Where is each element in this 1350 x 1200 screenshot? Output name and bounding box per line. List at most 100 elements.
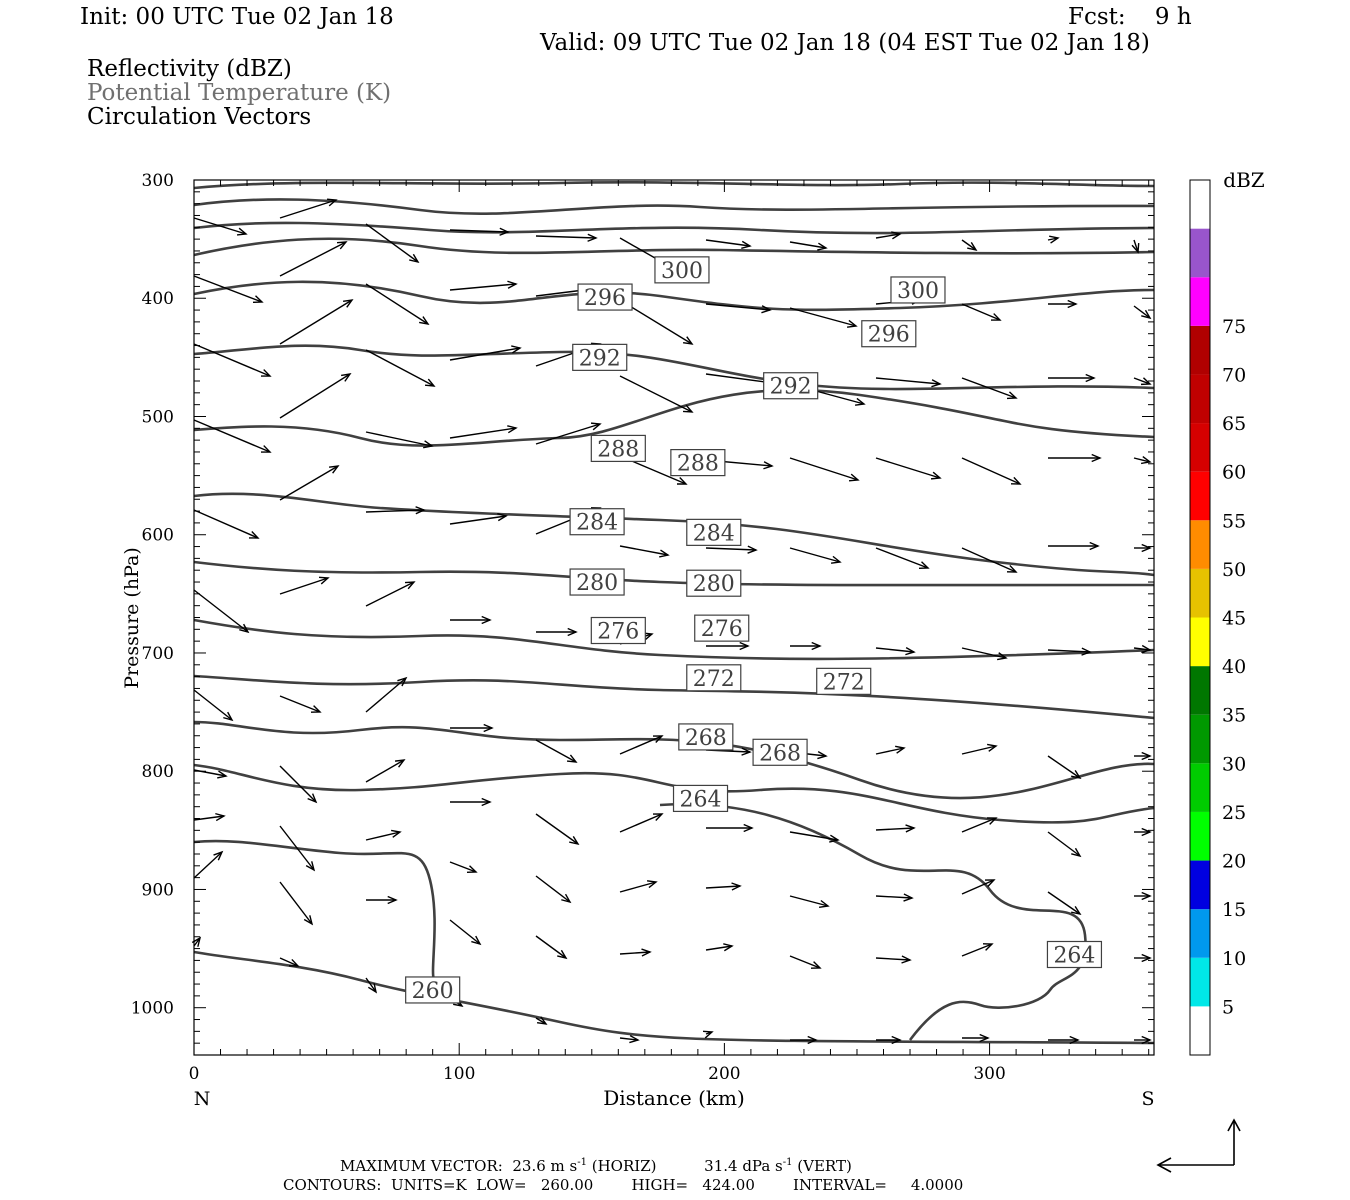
colorbar-swatch [1190,763,1210,812]
circulation-vector [1048,299,1078,309]
circulation-vector [706,823,754,833]
circulation-vector [619,813,664,833]
contour-label-text: 272 [693,667,735,692]
circulation-vector [789,307,858,328]
colorbar-tick-label: 20 [1222,851,1246,873]
circulation-vector [1047,891,1082,916]
theta-contour-line [193,950,1155,1045]
colorbar-tick-label: 50 [1222,559,1246,581]
circulation-vector [450,615,492,625]
y-axis-label: Pressure (hPa) [121,547,143,689]
x-tick-label: 300 [973,1064,1005,1084]
field-potential-temperature: Potential Temperature (K) [87,80,392,106]
circulation-vector [365,977,378,994]
colorbar-tick-label: 5 [1222,996,1234,1018]
circulation-vector [875,377,942,388]
y-tick-label: 400 [142,289,174,309]
unit-exponent: -1 [782,1157,793,1168]
contour-label-text: 276 [701,617,743,642]
theta-contour-line [193,221,1155,235]
circulation-vector [961,377,1018,400]
colorbar-swatch [1190,957,1210,1007]
contour-info-line: CONTOURS: UNITS=K LOW= 260.00 HIGH= 424.… [283,1176,964,1194]
theta-contours [193,181,1155,1045]
y-tick-label: 1000 [131,999,174,1019]
field-circulation-vectors: Circulation Vectors [87,104,312,130]
circulation-vector [961,879,996,895]
circulation-vector [875,547,930,569]
circulation-vector [449,227,510,236]
colorbar-swatch [1190,811,1210,861]
circulation-vector [1047,647,1092,656]
contour-label-text: 284 [693,521,735,546]
x-axis-label: Distance (km) [603,1086,745,1110]
colorbar-tick-label: 45 [1222,608,1246,630]
colorbar-swatch [1190,714,1210,764]
circulation-vector [705,882,742,891]
max-vector-line: MAXIMUM VECTOR: 23.6 m s-1 (HORIZ) 31.4 … [340,1157,852,1175]
colorbar-swatch [1190,568,1210,618]
circulation-vector [535,233,598,242]
contour-label: 264 [1046,940,1103,968]
contour-labels: 300 300 296 296 292 292 288 288 284 284 280 280 276 2… [405,256,1103,1004]
contour-label-text: 292 [770,375,812,400]
reference-vector-icon [1156,1118,1241,1173]
circulation-vector [535,739,578,763]
circulation-vector [1048,541,1100,551]
contour-label-text: 268 [685,726,727,751]
circulation-vector [875,745,906,755]
circulation-vector [789,831,840,843]
colorbar-tick-label: 40 [1222,656,1246,678]
circulation-vector [365,676,408,713]
y-tick-label: 700 [142,644,174,664]
circulation-vector [279,695,322,713]
colorbar-swatch [1190,520,1210,569]
circulation-vector [535,813,580,846]
colorbar-swatch [1190,471,1210,521]
contour-label: 284 [686,518,742,546]
circulation-vector [193,275,264,304]
circulation-vector [535,1016,548,1025]
x-end-left-label: N [194,1088,211,1110]
contour-label-text: 268 [759,741,801,766]
colorbar-swatch [1190,228,1210,278]
colorbar-unit: dBZ [1223,168,1265,192]
circulation-vector [1133,644,1152,654]
contour-label-text: 296 [868,323,910,348]
y-tick-label: 300 [142,171,174,191]
init-time: Init: 00 UTC Tue 02 Jan 18 [80,4,394,30]
theta-contour-line [193,763,1155,824]
circulation-vector [365,829,402,841]
circulation-vectors [191,198,1152,1045]
circulation-vector [193,419,272,453]
contour-label-text: 292 [579,346,621,371]
colorbar-swatch [1190,666,1210,715]
valid-time: Valid: 09 UTC Tue 02 Jan 18 (04 EST Tue … [540,30,1150,56]
colorbar-tick-label: 15 [1222,899,1246,921]
circulation-vector [365,759,406,783]
circulation-vector [705,545,758,554]
contour-label: 300 [890,276,946,304]
circulation-vector [790,1035,818,1045]
colorbar-frame [1189,179,1211,1056]
contour-label-text: 288 [597,437,639,462]
circulation-vector [1134,543,1152,553]
contour-label-text: 300 [897,279,939,304]
max-vector-horiz: MAXIMUM VECTOR: 23.6 m s [340,1157,578,1175]
circulation-vector [875,824,916,833]
circulation-vector [961,943,994,957]
circulation-vector [193,689,234,722]
circulation-vector [1131,239,1140,254]
contour-label-text: 280 [576,571,618,596]
circulation-vector [365,283,430,325]
circulation-vector [619,880,658,893]
circulation-vector [790,641,822,651]
colorbar-swatch [1190,909,1210,958]
circulation-vector [705,239,752,250]
theta-contour-line [193,839,436,981]
circulation-vector [279,299,354,345]
theta-contour-line [193,674,1155,720]
contour-label-text: 280 [693,572,735,597]
circulation-vector [279,957,300,967]
